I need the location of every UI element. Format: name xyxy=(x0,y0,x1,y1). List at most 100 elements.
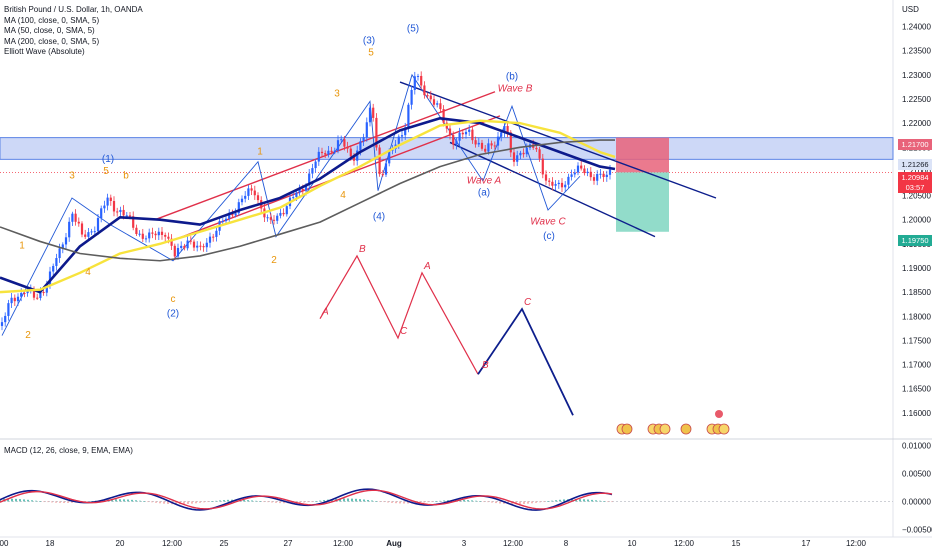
macd-histogram-bar xyxy=(419,501,421,503)
macd-histogram-bar xyxy=(339,498,341,502)
candle-body xyxy=(343,139,346,147)
macd-histogram-bar xyxy=(543,501,545,503)
price-tag-last: 1.20984 xyxy=(898,172,932,183)
wave-label: 3 xyxy=(69,171,75,182)
time-tick-label: 12:00 xyxy=(503,539,524,548)
candle-body xyxy=(349,148,352,157)
candle-body xyxy=(215,230,218,237)
time-tick-label: 12:00 xyxy=(846,539,867,548)
candle-body xyxy=(100,208,103,219)
time-tick-label: 12:00 xyxy=(162,539,183,548)
projection-label: A xyxy=(423,261,431,272)
macd-histogram-bar xyxy=(383,501,385,503)
macd-histogram-bar xyxy=(563,499,565,502)
candle-body xyxy=(292,197,295,199)
candle-body xyxy=(10,297,13,304)
legend-elliott-wave: Elliott Wave (Absolute) xyxy=(4,47,85,56)
macd-histogram-bar xyxy=(255,500,257,502)
candle-body xyxy=(381,174,384,176)
candle-body xyxy=(135,227,138,235)
candle-body xyxy=(189,240,192,242)
macd-histogram-bar xyxy=(467,500,469,502)
candle-body xyxy=(477,142,480,145)
candle-body xyxy=(525,147,528,155)
candle-body xyxy=(276,215,279,221)
macd-line xyxy=(0,488,613,511)
event-flag-icon xyxy=(680,423,692,435)
wave-label: 1 xyxy=(19,241,25,252)
candle-body xyxy=(464,131,468,135)
macd-histogram-bar xyxy=(243,499,245,502)
macd-histogram-bar xyxy=(23,499,25,502)
wave-label: 3 xyxy=(334,89,340,100)
candle-body xyxy=(0,322,4,326)
price-tag-line: 1.21266 xyxy=(898,159,932,170)
macd-histogram-bar xyxy=(391,501,393,503)
macd-histogram-bar xyxy=(363,499,365,502)
candle-body xyxy=(448,128,452,136)
candle-body xyxy=(71,213,74,222)
macd-histogram-bar xyxy=(55,501,57,503)
macd-histogram-bar xyxy=(539,501,541,503)
wave-label: (2) xyxy=(167,308,179,319)
candle-body xyxy=(599,173,602,175)
candle-body xyxy=(404,127,407,136)
time-tick-label: 8 xyxy=(564,539,569,548)
macd-histogram-bar xyxy=(479,501,481,502)
candle-body xyxy=(304,185,308,191)
candle-body xyxy=(132,216,135,228)
candle-body xyxy=(426,95,429,97)
candle-body xyxy=(298,189,301,193)
projection-label: C xyxy=(400,326,408,337)
macd-histogram-bar xyxy=(183,501,185,505)
candle-body xyxy=(237,202,240,214)
macd-histogram-bar xyxy=(319,500,321,502)
macd-histogram-bar xyxy=(311,501,313,503)
wave-label: (5) xyxy=(407,23,419,34)
candle-body xyxy=(340,139,343,141)
candle-body xyxy=(13,297,16,302)
macd-histogram-bar xyxy=(323,500,325,502)
time-tick-label: 17 xyxy=(802,539,811,548)
candle-body xyxy=(352,156,356,161)
candle-body xyxy=(90,231,93,233)
macd-histogram-bar xyxy=(71,501,73,503)
projection-label: C xyxy=(524,297,532,308)
macd-histogram-bar xyxy=(315,501,317,502)
projection-navy-path xyxy=(477,307,574,416)
candle-body xyxy=(122,209,125,216)
time-tick-label: 20 xyxy=(116,539,125,548)
candle-body xyxy=(253,190,256,196)
price-tick-label: 1.17500 xyxy=(902,336,931,345)
candle-body xyxy=(42,292,45,294)
candle-body xyxy=(468,129,471,132)
price-tick-label: 1.16000 xyxy=(902,409,931,418)
macd-tick-label: 0.01000 xyxy=(902,441,931,450)
candle-body xyxy=(455,140,458,145)
candle-body xyxy=(141,233,144,239)
candle-body xyxy=(378,147,381,175)
macd-histogram-bar xyxy=(67,501,69,503)
macd-histogram-bar xyxy=(547,501,549,502)
candle-body xyxy=(320,151,324,154)
macd-histogram-bar xyxy=(223,500,225,502)
macd-histogram-bar xyxy=(591,499,593,502)
candle-body xyxy=(148,232,151,239)
macd-histogram-bar xyxy=(163,501,165,504)
macd-histogram-bar xyxy=(147,501,149,503)
macd-histogram-bar xyxy=(535,501,537,503)
macd-histogram-bar xyxy=(195,501,197,504)
macd-histogram-bar xyxy=(387,501,389,503)
candle-body xyxy=(221,221,224,223)
macd-histogram-bar xyxy=(131,499,133,502)
event-flag-icon xyxy=(621,423,633,435)
candle-body xyxy=(212,236,215,238)
candle-body xyxy=(346,146,349,149)
macd-histogram-bar xyxy=(603,501,605,502)
macd-histogram-bar xyxy=(231,499,233,502)
candle-body xyxy=(39,292,42,299)
macd-histogram-bar xyxy=(43,501,45,503)
candle-body xyxy=(480,142,484,149)
